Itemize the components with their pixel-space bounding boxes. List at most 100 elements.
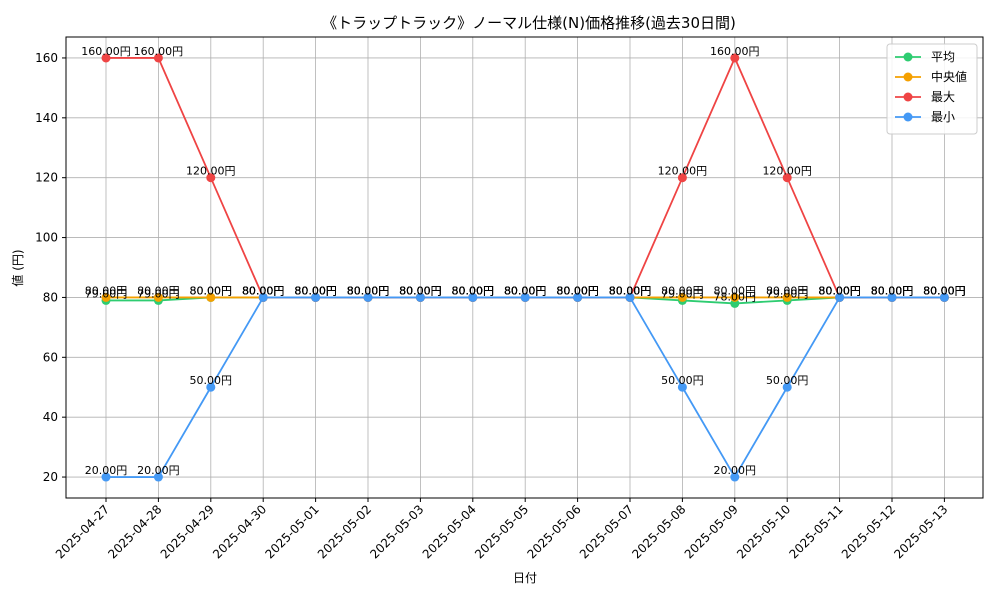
data-label: 80.00円 [347, 284, 390, 297]
data-label: 80.00円 [452, 284, 495, 297]
legend-label: 中央値 [931, 69, 967, 84]
data-label: 80.00円 [85, 284, 128, 297]
data-label: 80.00円 [190, 284, 233, 297]
data-label: 80.00円 [347, 284, 390, 297]
legend-label: 最大 [931, 90, 955, 104]
y-tick-label: 40 [43, 410, 58, 424]
data-label: 80.00円 [242, 284, 285, 297]
data-point [101, 292, 111, 302]
data-label: 80.00円 [242, 284, 285, 297]
x-tick-label: 2025-05-08 [629, 502, 688, 561]
x-tick-label: 2025-05-04 [420, 502, 479, 561]
data-point [468, 292, 478, 302]
data-label: 80.00円 [609, 284, 652, 297]
data-label: 79.00円 [137, 287, 180, 300]
data-label: 80.00円 [609, 284, 652, 297]
data-label: 50.00円 [766, 374, 809, 387]
data-label: 20.00円 [85, 464, 128, 477]
data-point [782, 382, 792, 392]
data-point [153, 53, 163, 63]
data-label: 50.00円 [190, 374, 233, 387]
data-point [677, 292, 687, 302]
data-label: 20.00円 [714, 464, 757, 477]
data-label: 80.00円 [504, 284, 547, 297]
legend-marker [903, 52, 913, 62]
data-label: 80.00円 [399, 284, 442, 297]
x-tick-label: 2025-05-05 [472, 502, 531, 561]
data-label: 80.00円 [818, 284, 861, 297]
data-label: 80.00円 [242, 284, 285, 297]
data-label: 80.00円 [399, 284, 442, 297]
data-label: 80.00円 [452, 284, 495, 297]
y-tick-label: 80 [43, 290, 58, 304]
data-label: 80.00円 [399, 284, 442, 297]
data-label: 80.00円 [504, 284, 547, 297]
x-tick-label: 2025-04-28 [105, 502, 164, 561]
legend-label: 最小 [931, 110, 955, 124]
data-label: 80.00円 [294, 284, 337, 297]
y-axis-ticks: 20 40 60 80 100 120 140 160 [35, 51, 66, 484]
data-point [101, 472, 111, 482]
data-point [206, 173, 216, 183]
data-label: 79.00円 [661, 287, 704, 300]
data-point [363, 292, 373, 302]
data-label: 80.00円 [871, 284, 914, 297]
data-label: 80.00円 [818, 284, 861, 297]
data-point [101, 53, 111, 63]
y-tick-label: 140 [35, 111, 58, 125]
y-tick-label: 60 [43, 350, 58, 364]
x-axis-ticks: 2025-04-272025-04-282025-04-292025-04-30… [53, 498, 951, 561]
x-tick-label: 2025-05-09 [682, 502, 741, 561]
x-tick-label: 2025-05-07 [577, 502, 636, 561]
data-label: 80.00円 [871, 284, 914, 297]
data-labels: 79.00円 79.00円 80.00円 80.00円 80.00円 80.00円 80.0… [81, 45, 965, 477]
data-point [939, 292, 949, 302]
data-point [153, 472, 163, 482]
data-label: 80.00円 [609, 284, 652, 297]
data-label: 80.00円 [294, 284, 337, 297]
data-label: 78.00円 [714, 290, 757, 303]
data-label: 79.00円 [766, 287, 809, 300]
data-label: 80.00円 [556, 284, 599, 297]
data-point [258, 292, 268, 302]
data-label: 80.00円 [504, 284, 547, 297]
data-label: 160.00円 [134, 45, 184, 58]
data-label: 160.00円 [81, 45, 131, 58]
data-label: 80.00円 [556, 284, 599, 297]
data-point [835, 292, 845, 302]
x-tick-label: 2025-05-06 [525, 502, 584, 561]
data-label: 120.00円 [762, 165, 812, 178]
plot-frame [65, 36, 984, 499]
x-tick-label: 2025-04-30 [210, 502, 269, 561]
data-point [520, 292, 530, 302]
data-point [782, 173, 792, 183]
grid-lines [66, 37, 983, 498]
y-axis-title: 値 (円) [10, 249, 25, 286]
y-tick-label: 100 [35, 231, 58, 245]
data-label: 80.00円 [556, 284, 599, 297]
data-point [730, 292, 740, 302]
data-point [206, 292, 216, 302]
data-label: 80.00円 [871, 284, 914, 297]
data-label: 80.00円 [347, 284, 390, 297]
data-label: 160.00円 [710, 45, 760, 58]
legend-label: 平均 [931, 50, 955, 64]
x-tick-label: 2025-05-01 [263, 502, 322, 561]
x-tick-label: 2025-05-10 [734, 502, 793, 561]
x-tick-label: 2025-04-27 [53, 502, 112, 561]
chart-title: 《トラップトラック》ノーマル仕様(N)価格推移(過去30日間) [322, 14, 736, 32]
legend-marker [903, 92, 913, 102]
data-point [782, 292, 792, 302]
legend-marker [903, 72, 913, 82]
data-label: 80.00円 [452, 284, 495, 297]
x-tick-label: 2025-05-03 [367, 502, 426, 561]
data-label: 80.00円 [714, 284, 757, 297]
data-label: 80.00円 [923, 284, 966, 297]
data-point [677, 382, 687, 392]
data-point [677, 173, 687, 183]
data-label: 80.00円 [190, 284, 233, 297]
data-label: 80.00円 [294, 284, 337, 297]
x-tick-label: 2025-04-29 [158, 502, 217, 561]
data-label: 79.00円 [85, 287, 128, 300]
